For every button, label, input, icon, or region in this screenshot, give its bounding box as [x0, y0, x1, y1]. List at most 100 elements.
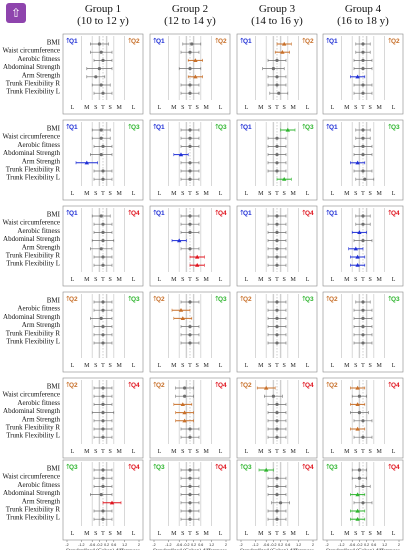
row-label: Abdominal Strength: [3, 149, 60, 157]
magnitude-letter: L: [392, 105, 396, 111]
data-point: [101, 230, 105, 234]
data-point: [188, 427, 192, 431]
magnitude-letter: L: [132, 531, 136, 537]
subplot: ↑Q1 ↑Q4L M S T S M L: [322, 205, 404, 287]
magnitude-letter: L: [306, 363, 310, 369]
data-point: [285, 127, 290, 132]
magnitude-letter: L: [245, 191, 249, 197]
group-title: Group 1: [84, 3, 122, 15]
data-point: [193, 58, 198, 62]
data-point: [275, 411, 279, 415]
q-label-left: Q2: [329, 296, 338, 303]
q-arrow-right: ↑: [387, 381, 393, 389]
subplot-frame: [149, 205, 231, 287]
data-point: [357, 230, 362, 234]
magnitude-letter: S: [109, 105, 112, 111]
magnitude-letter: M: [117, 105, 123, 111]
data-point: [275, 153, 279, 157]
magnitude-letter: M: [204, 531, 210, 537]
row-label: Trunk Flexibility L: [6, 260, 60, 268]
data-point: [101, 341, 105, 345]
magnitude-letter: M: [204, 449, 210, 455]
x-tick-label: -1.2: [338, 543, 344, 547]
q-arrow-left: ↑: [239, 381, 245, 389]
q-label-left: Q3: [329, 464, 338, 471]
q-arrow-left: ↑: [152, 37, 158, 45]
x-tick-label: -2: [325, 543, 328, 547]
magnitude-letter: S: [354, 531, 357, 537]
magnitude-letter: M: [377, 449, 383, 455]
magnitude-letter: T: [361, 531, 365, 537]
data-point: [361, 419, 365, 423]
q-label-left: Q1: [329, 210, 338, 217]
magnitude-letter: T: [361, 363, 365, 369]
magnitude-letter: M: [377, 191, 383, 197]
data-point: [357, 476, 361, 480]
subplot-frame: [62, 459, 144, 541]
x-axis-label: Standardized (Cohen) differences: [326, 547, 400, 550]
x-tick-label: -1.2: [252, 543, 258, 547]
data-point: [361, 128, 365, 132]
row-label: BMI: [47, 211, 61, 219]
q-label-right: Q3: [391, 296, 400, 303]
q-arrow-left: ↑: [239, 123, 245, 131]
x-tick-label: -0.2: [183, 543, 189, 547]
group-3-header: Group 3 (14 to 16 y): [237, 3, 317, 27]
row-label: Arm Strength: [22, 415, 61, 423]
subplot: ↑Q1 ↑Q4L M S T S M L: [149, 205, 231, 287]
magnitude-letter: T: [101, 531, 105, 537]
magnitude-letter: M: [344, 449, 350, 455]
row-label: Trunk Flexibility L: [6, 174, 60, 182]
magnitude-letter: T: [188, 363, 192, 369]
q-label-left: Q1: [243, 38, 252, 45]
q-arrow-right: ↑: [387, 463, 393, 471]
q-arrow-left: ↑: [325, 209, 331, 217]
data-point: [188, 476, 192, 480]
q-label-right: Q2: [391, 38, 400, 45]
data-point: [361, 42, 365, 46]
q-arrow-right: ↑: [214, 295, 220, 303]
magnitude-letter: L: [331, 363, 335, 369]
magnitude-letter: M: [117, 531, 123, 537]
magnitude-letter: M: [258, 277, 264, 283]
q-label-left: Q1: [69, 210, 78, 217]
magnitude-letter: T: [275, 449, 279, 455]
x-tick-label: 2: [138, 543, 140, 547]
magnitude-letter: M: [171, 191, 177, 197]
magnitude-letter: L: [132, 191, 136, 197]
subplot-frame: [322, 33, 404, 115]
data-point: [101, 144, 105, 148]
data-point: [101, 484, 105, 488]
magnitude-letter: T: [361, 105, 365, 111]
subplot: ↑Q2 ↑Q3L M S T S M L: [322, 291, 404, 373]
magnitude-letter: S: [369, 363, 372, 369]
data-point: [188, 333, 192, 337]
x-tick-label: -0.2: [356, 543, 362, 547]
data-point: [188, 50, 192, 54]
magnitude-letter: L: [392, 363, 396, 369]
magnitude-letter: S: [268, 363, 271, 369]
magnitude-letter: M: [84, 191, 90, 197]
subplot: ↑Q2 ↑Q4L M S T S M L: [62, 377, 144, 459]
x-tick-label: 0.6: [285, 543, 290, 547]
q-label-right: Q3: [305, 296, 314, 303]
data-point: [361, 58, 365, 63]
data-point: [188, 468, 192, 472]
x-tick-label: 0.6: [111, 543, 116, 547]
data-point: [264, 385, 269, 390]
data-point: [99, 214, 103, 218]
magnitude-letter: M: [171, 531, 177, 537]
x-tick-label: 1.2: [122, 543, 127, 547]
row-label: Trunk Flexibility L: [6, 514, 60, 522]
row-label: Waist circumference: [2, 133, 60, 141]
magnitude-letter: L: [306, 105, 310, 111]
q-arrow-right: ↑: [387, 123, 393, 131]
q-label-left: Q1: [156, 124, 165, 131]
data-point: [101, 517, 105, 521]
magnitude-letter: L: [392, 191, 396, 197]
q-arrow-right: ↑: [301, 209, 307, 217]
group-subtitle: (10 to 12 y): [77, 15, 129, 27]
data-point: [101, 58, 105, 63]
magnitude-letter: M: [84, 363, 90, 369]
